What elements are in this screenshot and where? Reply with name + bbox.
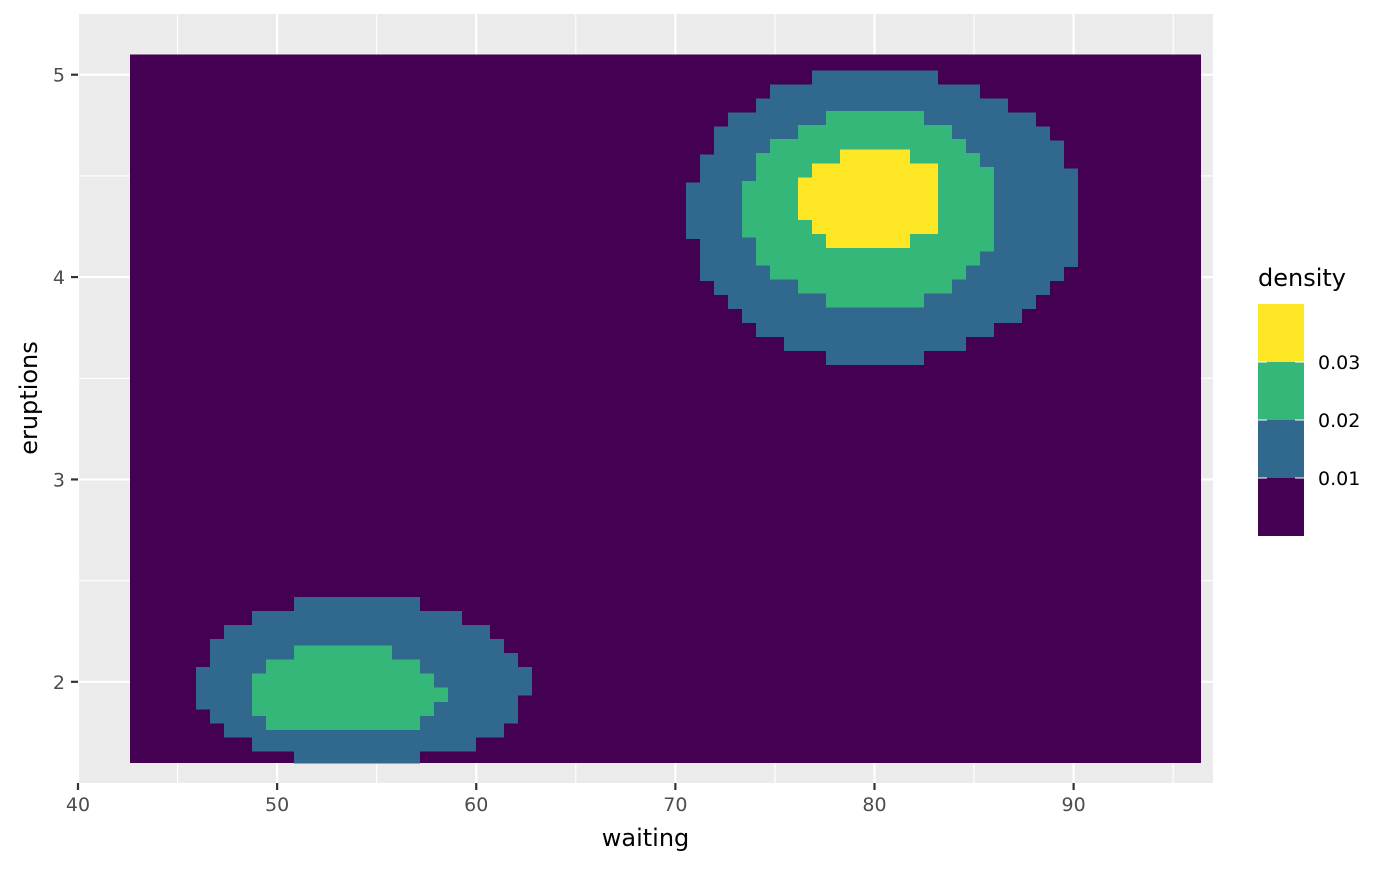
density-cell-row — [798, 125, 952, 140]
density-cell-row — [756, 322, 994, 338]
density-cell-row — [294, 750, 420, 764]
legend-title: density — [1258, 264, 1346, 292]
density-cell-row — [252, 673, 434, 688]
density-cell-row — [798, 205, 938, 221]
legend: density 0.03 0.02 0.01 — [1258, 264, 1360, 536]
density-cell-row — [798, 177, 938, 193]
density-cell-row — [770, 84, 980, 100]
density-cell-row — [798, 191, 938, 207]
density-cell-row — [252, 687, 448, 702]
legend-key — [1258, 478, 1304, 536]
x-tick-label: 90 — [1062, 794, 1086, 816]
y-axis-title: eruptions — [15, 341, 43, 455]
legend-key — [1258, 304, 1304, 362]
density-cell-row — [812, 70, 938, 86]
density-cell-row — [812, 163, 938, 179]
y-axis: 2 3 4 5 — [53, 65, 78, 694]
density-cell-row — [826, 111, 924, 126]
density-cell-row — [756, 251, 980, 266]
y-tick-label: 4 — [53, 267, 65, 289]
legend-key — [1258, 420, 1304, 478]
x-axis-title: waiting — [602, 824, 690, 852]
legend-key — [1258, 362, 1304, 420]
density-cell-row — [756, 98, 1008, 114]
density-cell-row — [770, 139, 966, 154]
x-tick-label: 40 — [66, 794, 90, 816]
density-cell-row — [742, 308, 1022, 324]
y-tick-label: 5 — [53, 65, 65, 87]
density-cell-row — [770, 265, 966, 280]
density-cell-row — [826, 293, 924, 308]
legend-label: 0.02 — [1318, 410, 1360, 432]
density-cell-row — [798, 279, 952, 294]
x-tick-label: 80 — [862, 794, 886, 816]
density-cell-row — [266, 659, 420, 674]
x-tick-label: 50 — [265, 794, 289, 816]
density-cell-row — [252, 736, 476, 752]
density-cell-row — [826, 233, 910, 249]
density-raster — [129, 54, 1202, 764]
density-cell-row — [252, 701, 434, 716]
density-cell-row — [812, 219, 938, 235]
legend-label: 0.01 — [1318, 468, 1360, 490]
density-cell-row — [826, 350, 924, 366]
density-region-0.02 — [252, 645, 448, 730]
density-cell-row — [252, 610, 462, 626]
legend-label: 0.03 — [1318, 352, 1360, 374]
x-tick-label: 70 — [663, 794, 687, 816]
density-region-0.03 — [798, 149, 938, 249]
x-tick-label: 60 — [464, 794, 488, 816]
density-cell-row — [294, 596, 420, 612]
density-cell-row — [840, 149, 910, 165]
y-tick-label: 2 — [53, 672, 65, 694]
density-cell-row — [784, 336, 966, 352]
x-axis: 40 50 60 70 80 90 — [66, 783, 1086, 816]
y-tick-label: 3 — [53, 469, 65, 491]
density-cell-row — [266, 715, 420, 730]
density-cell-row — [224, 624, 490, 640]
density-cell-row — [294, 645, 392, 660]
